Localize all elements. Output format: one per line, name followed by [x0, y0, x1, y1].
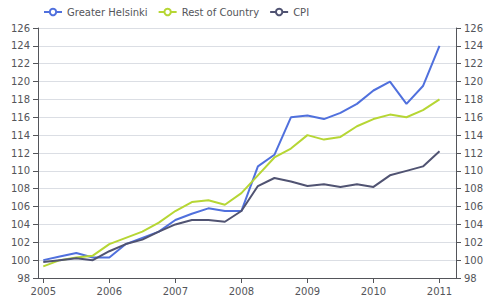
svg-text:110: 110	[464, 165, 483, 176]
svg-text:102: 102	[11, 237, 30, 248]
svg-text:2008: 2008	[229, 286, 254, 297]
svg-text:116: 116	[464, 112, 483, 123]
svg-text:108: 108	[11, 183, 30, 194]
svg-text:116: 116	[11, 112, 30, 123]
svg-text:CPI: CPI	[293, 7, 309, 18]
svg-text:112: 112	[11, 148, 30, 159]
svg-text:126: 126	[464, 23, 483, 34]
svg-text:100: 100	[464, 255, 483, 266]
svg-text:112: 112	[464, 148, 483, 159]
svg-text:104: 104	[464, 219, 483, 230]
svg-text:118: 118	[11, 94, 30, 105]
svg-text:Rest of Country: Rest of Country	[182, 7, 260, 18]
svg-text:2011: 2011	[427, 286, 452, 297]
svg-text:2007: 2007	[163, 286, 188, 297]
svg-text:126: 126	[11, 23, 30, 34]
svg-text:104: 104	[11, 219, 30, 230]
svg-text:98: 98	[464, 273, 477, 284]
svg-text:120: 120	[11, 76, 30, 87]
svg-text:2009: 2009	[295, 286, 320, 297]
svg-text:110: 110	[11, 165, 30, 176]
svg-text:2005: 2005	[31, 286, 56, 297]
svg-text:106: 106	[464, 201, 483, 212]
svg-text:122: 122	[464, 58, 483, 69]
svg-text:2010: 2010	[361, 286, 386, 297]
svg-text:106: 106	[11, 201, 30, 212]
svg-text:120: 120	[464, 76, 483, 87]
svg-text:124: 124	[464, 40, 483, 51]
svg-text:114: 114	[464, 130, 483, 141]
svg-text:118: 118	[464, 94, 483, 105]
svg-text:124: 124	[11, 40, 30, 51]
svg-text:122: 122	[11, 58, 30, 69]
svg-text:2006: 2006	[97, 286, 122, 297]
svg-text:108: 108	[464, 183, 483, 194]
svg-text:102: 102	[464, 237, 483, 248]
svg-text:114: 114	[11, 130, 30, 141]
svg-text:100: 100	[11, 255, 30, 266]
svg-text:Greater Helsinki: Greater Helsinki	[67, 7, 148, 18]
svg-text:98: 98	[17, 273, 30, 284]
